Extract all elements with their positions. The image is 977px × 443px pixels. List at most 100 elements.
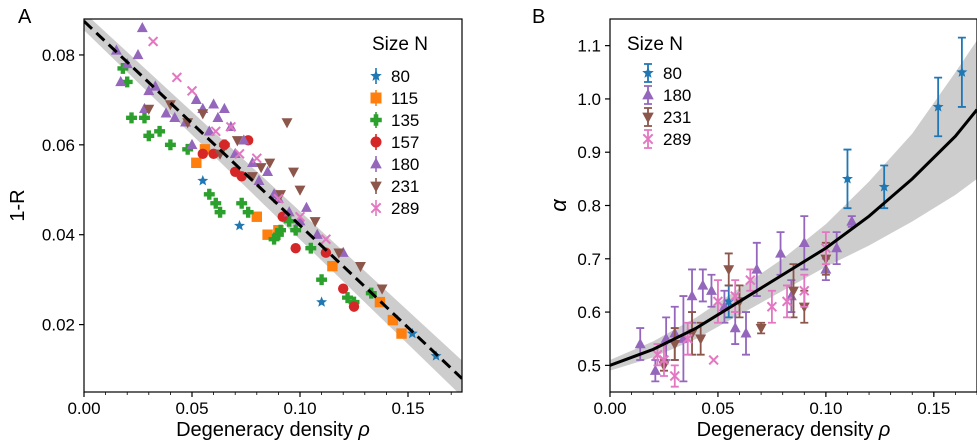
panel-a-point xyxy=(210,126,221,137)
panel-a-legend-entry-289: 289 xyxy=(370,199,419,218)
panel-b-point xyxy=(712,296,724,307)
panel-letter-b: B xyxy=(532,6,545,28)
panel-a-frame xyxy=(83,18,463,393)
panel-a-point xyxy=(242,206,254,218)
panel-b-point xyxy=(686,290,698,301)
panel-a-point xyxy=(294,185,306,196)
panel-a-point xyxy=(251,211,262,222)
panel-b-xtick-label: 0.15 xyxy=(917,399,950,418)
panel-b-legend: Size N 80 180 231 289 xyxy=(627,34,691,149)
panel-a-legend-label: 231 xyxy=(391,177,419,196)
panel-b-point xyxy=(751,263,763,274)
panel-b-point xyxy=(956,66,968,77)
panel-b-legend-title: Size N xyxy=(627,34,683,55)
panel-a-point xyxy=(203,125,215,136)
panel-a-point xyxy=(268,233,280,245)
panel-a-legend-marker xyxy=(370,202,382,214)
panel-a-xtick-label: 0.10 xyxy=(283,399,316,418)
panel-a-ytick-label: 0.08 xyxy=(42,46,75,65)
panel-b-point xyxy=(634,338,646,349)
panel-b-series-80 xyxy=(723,36,968,319)
panel-a-ytick-label: 0.06 xyxy=(42,136,75,155)
panel-a-point xyxy=(210,197,222,209)
panel-a-point xyxy=(320,234,332,245)
panel-b-legend-label: 289 xyxy=(663,130,691,149)
panel-a-point xyxy=(197,148,208,160)
panel-b-point xyxy=(842,173,853,184)
panel-a-point xyxy=(139,112,150,124)
panel-b-ylabel: α xyxy=(546,198,571,212)
panel-a-ytick-label: 0.04 xyxy=(42,226,75,245)
panel-a-legend-title: Size N xyxy=(372,34,428,55)
panel-a-point xyxy=(143,130,155,142)
panel-a-point xyxy=(208,98,220,109)
panel-a-axes: 0.00 0.05 0.10 0.15 0.02 0.04 0.06 0.08 Degenera… xyxy=(7,18,463,441)
panel-b-point xyxy=(697,279,709,290)
panel-a-legend-marker xyxy=(370,157,382,169)
panel-a-legend-entry-135: 135 xyxy=(370,111,419,130)
panel-b-legend-entry-289: 289 xyxy=(642,129,691,149)
panel-a-series-289 xyxy=(147,36,332,245)
panel-b-point xyxy=(798,302,810,313)
panel-a-point xyxy=(396,328,407,339)
panel-a-legend-label: 135 xyxy=(391,111,419,130)
panel-a-point xyxy=(342,292,353,304)
panel-b-xtick-label: 0.00 xyxy=(593,399,626,418)
panel-b-point xyxy=(730,290,741,302)
panel-b-point xyxy=(669,339,681,351)
panel-a-point xyxy=(236,197,248,209)
panel-a-point xyxy=(126,112,137,124)
panel-a-legend-marker xyxy=(370,92,382,104)
panel-b-point xyxy=(740,327,752,338)
panel-a-legend-entry-180: 180 xyxy=(370,155,419,174)
panel-a-point xyxy=(121,76,133,88)
panel-a-point xyxy=(311,228,323,239)
panel-a-point xyxy=(214,206,226,218)
panel-a-point xyxy=(191,157,202,169)
panel-a-legend-label: 80 xyxy=(391,67,410,86)
panel-b-point xyxy=(788,286,799,297)
panel-a-point xyxy=(238,134,250,145)
panel-a-legend-label: 180 xyxy=(391,155,419,174)
panel-b-point xyxy=(799,285,810,296)
panel-b-axes: 0.00 0.05 0.10 0.15 0.5 0.6 0.7 0.8 0.9 1.0 1.1 Deg… xyxy=(546,18,977,441)
panel-a-point xyxy=(348,301,360,312)
panel-a-point xyxy=(218,102,230,114)
panel-a-series-231 xyxy=(143,100,388,295)
panel-a-point xyxy=(143,104,155,115)
panel-a-xtick-label: 0.00 xyxy=(67,399,100,418)
panel-a-point xyxy=(110,44,122,55)
panel-b-confidence-band xyxy=(610,40,977,371)
panel-a-series-157 xyxy=(197,135,360,312)
panel-a-legend-label: 157 xyxy=(391,133,419,152)
panel-b-point xyxy=(649,364,661,375)
panel-a-point xyxy=(338,283,349,294)
panel-b-legend-marker xyxy=(642,66,654,78)
panel-a-point xyxy=(294,211,306,222)
panel-a-point xyxy=(247,172,258,183)
panel-a-ytick-label: 0.02 xyxy=(42,316,75,335)
panel-a-point xyxy=(305,242,317,254)
panel-a-point xyxy=(275,224,287,236)
panel-a-ylabel: 1-R xyxy=(7,189,29,221)
panel-a-legend-label: 289 xyxy=(391,199,419,218)
panel-a-legend-marker xyxy=(370,136,382,148)
panel-a-xtick-label: 0.05 xyxy=(175,399,208,418)
panel-a-point xyxy=(251,153,262,164)
panel-b-point xyxy=(878,181,890,192)
panel-b-point xyxy=(775,247,787,258)
panel-a-point xyxy=(115,75,127,87)
panel-b-ytick-label: 1.1 xyxy=(577,37,601,56)
panel-a-point xyxy=(171,72,183,83)
panel-b-point xyxy=(723,295,735,307)
panel-b-point xyxy=(695,334,707,345)
panel-a-point xyxy=(290,242,301,254)
panel-a-legend-entry-80: 80 xyxy=(370,67,410,86)
panel-b-xlabel: Degeneracy density ρ xyxy=(697,419,891,441)
panel-b-legend-marker xyxy=(642,133,654,145)
panel-b-legend-marker xyxy=(642,88,654,100)
panel-a-point xyxy=(164,139,176,151)
panel-a-point xyxy=(275,190,287,201)
panel-b-point xyxy=(708,354,719,366)
panel-b-ytick-label: 0.5 xyxy=(577,356,601,375)
